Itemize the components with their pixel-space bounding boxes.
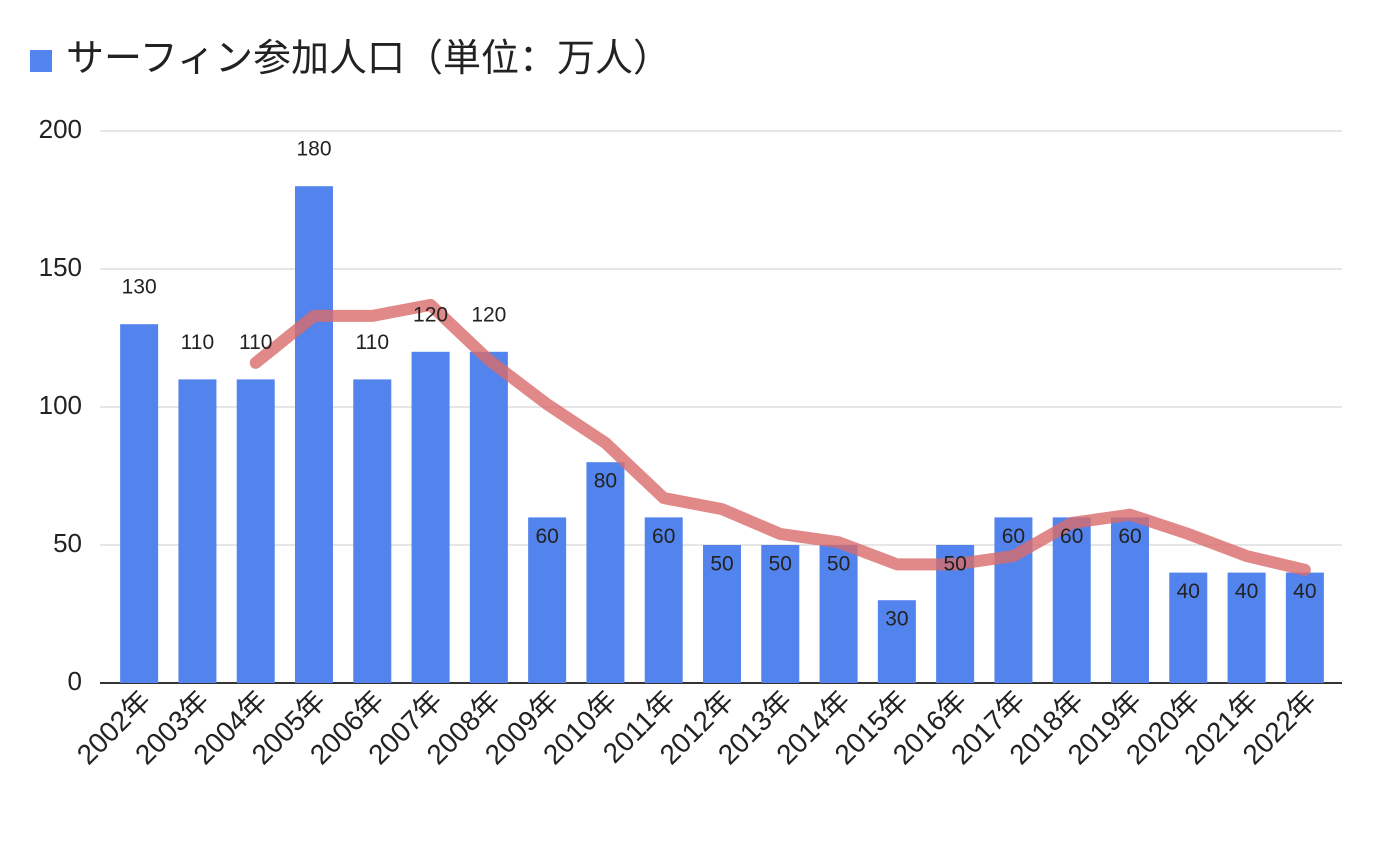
bar <box>236 379 275 683</box>
data-label: 30 <box>885 608 908 631</box>
bar <box>586 462 625 683</box>
data-label: 50 <box>769 553 792 576</box>
data-label: 40 <box>1293 580 1316 603</box>
data-label: 60 <box>1002 525 1025 548</box>
bar <box>295 186 333 683</box>
bar <box>1111 517 1149 683</box>
data-label: 50 <box>710 553 733 576</box>
data-label: 180 <box>296 138 331 161</box>
y-tick-label: 200 <box>39 114 82 144</box>
y-tick-label: 0 <box>68 666 82 696</box>
bar <box>877 600 916 683</box>
legend-swatch <box>30 50 52 72</box>
legend-label: サーフィン参加人口（単位：万人） <box>66 38 671 80</box>
bar <box>411 351 450 683</box>
bar <box>1285 572 1324 683</box>
bar <box>1052 517 1091 683</box>
data-label: 60 <box>1060 525 1083 548</box>
bar <box>819 545 858 683</box>
data-label: 120 <box>413 303 448 326</box>
data-label: 40 <box>1235 580 1258 603</box>
data-label: 110 <box>239 331 272 354</box>
data-label: 50 <box>827 553 850 576</box>
bar <box>528 517 567 683</box>
data-label: 130 <box>122 276 157 299</box>
data-label: 110 <box>181 331 214 354</box>
data-label: 60 <box>535 525 558 548</box>
bar <box>1227 572 1266 683</box>
y-tick-label: 150 <box>39 252 82 282</box>
bar <box>703 545 741 683</box>
bar <box>178 379 217 683</box>
bar <box>1169 572 1208 683</box>
data-label: 60 <box>652 525 675 548</box>
bar <box>120 324 159 683</box>
data-label: 80 <box>594 470 617 493</box>
bar <box>761 545 800 683</box>
y-tick-label: 100 <box>39 390 82 420</box>
y-tick-label: 50 <box>53 528 82 558</box>
data-label: 120 <box>471 303 506 326</box>
bar <box>353 379 392 683</box>
data-label: 60 <box>1118 525 1141 548</box>
bar <box>644 517 683 683</box>
data-label: 110 <box>356 331 389 354</box>
data-label: 50 <box>943 553 966 576</box>
trend-line <box>249 298 1311 576</box>
bar <box>469 351 508 683</box>
data-label: 40 <box>1177 580 1200 603</box>
